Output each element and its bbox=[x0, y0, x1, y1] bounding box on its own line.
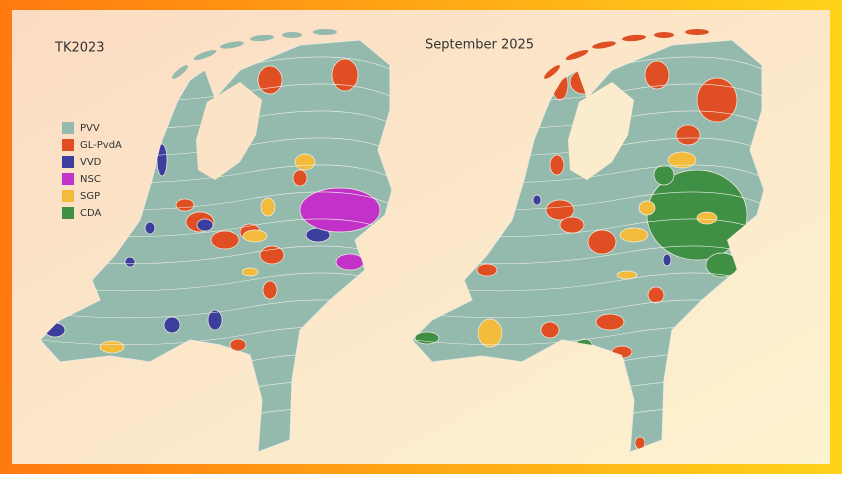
region bbox=[196, 218, 214, 232]
region bbox=[124, 256, 136, 268]
legend-swatch bbox=[62, 156, 74, 168]
region bbox=[335, 253, 365, 271]
map-title: September 2025 bbox=[425, 38, 534, 53]
region bbox=[242, 229, 268, 243]
region bbox=[229, 338, 247, 352]
region bbox=[163, 316, 181, 334]
island bbox=[193, 50, 217, 60]
map-title: TK2023 bbox=[54, 41, 105, 56]
region bbox=[667, 151, 697, 169]
island bbox=[654, 32, 674, 38]
region bbox=[587, 229, 617, 255]
legend-label: CDA bbox=[80, 208, 102, 219]
legend-swatch bbox=[62, 190, 74, 202]
region bbox=[662, 253, 672, 267]
island bbox=[565, 50, 589, 60]
legend-label: SGP bbox=[80, 191, 100, 202]
island bbox=[685, 29, 709, 35]
island bbox=[622, 34, 646, 42]
region bbox=[638, 200, 656, 216]
legend-label: NSC bbox=[80, 174, 101, 185]
region bbox=[477, 318, 503, 348]
region bbox=[99, 340, 125, 354]
legend-swatch bbox=[62, 139, 74, 151]
region bbox=[476, 263, 498, 277]
region bbox=[292, 169, 308, 187]
region bbox=[696, 77, 738, 123]
region bbox=[210, 230, 240, 250]
legend-swatch bbox=[62, 173, 74, 185]
region bbox=[144, 221, 156, 235]
legend-label: PVV bbox=[80, 123, 100, 134]
region bbox=[532, 194, 542, 206]
legend-swatch bbox=[62, 122, 74, 134]
region bbox=[647, 286, 665, 304]
region bbox=[595, 313, 625, 331]
region bbox=[545, 199, 575, 221]
island bbox=[172, 65, 188, 79]
region bbox=[257, 65, 283, 95]
island bbox=[282, 32, 302, 38]
legend-label: VVD bbox=[80, 157, 102, 168]
region bbox=[294, 153, 316, 171]
region bbox=[653, 164, 675, 186]
region bbox=[619, 227, 649, 243]
region bbox=[559, 216, 585, 234]
island bbox=[250, 34, 274, 42]
region bbox=[299, 187, 381, 233]
region bbox=[675, 124, 701, 146]
region bbox=[549, 154, 565, 176]
legend-swatch bbox=[62, 207, 74, 219]
region bbox=[207, 309, 223, 331]
region bbox=[644, 60, 670, 90]
region bbox=[260, 197, 276, 217]
island bbox=[544, 65, 560, 79]
island bbox=[220, 41, 244, 49]
legend: PVV GL-PvdA VVD NSC SGP CDA bbox=[62, 122, 122, 219]
region bbox=[540, 321, 560, 339]
region bbox=[331, 58, 359, 92]
island bbox=[592, 41, 616, 49]
legend-label: GL-PvdA bbox=[80, 140, 122, 151]
island bbox=[313, 29, 337, 35]
region bbox=[696, 211, 718, 225]
region bbox=[156, 143, 168, 177]
region bbox=[241, 267, 259, 277]
region bbox=[262, 280, 278, 300]
region bbox=[175, 198, 195, 212]
